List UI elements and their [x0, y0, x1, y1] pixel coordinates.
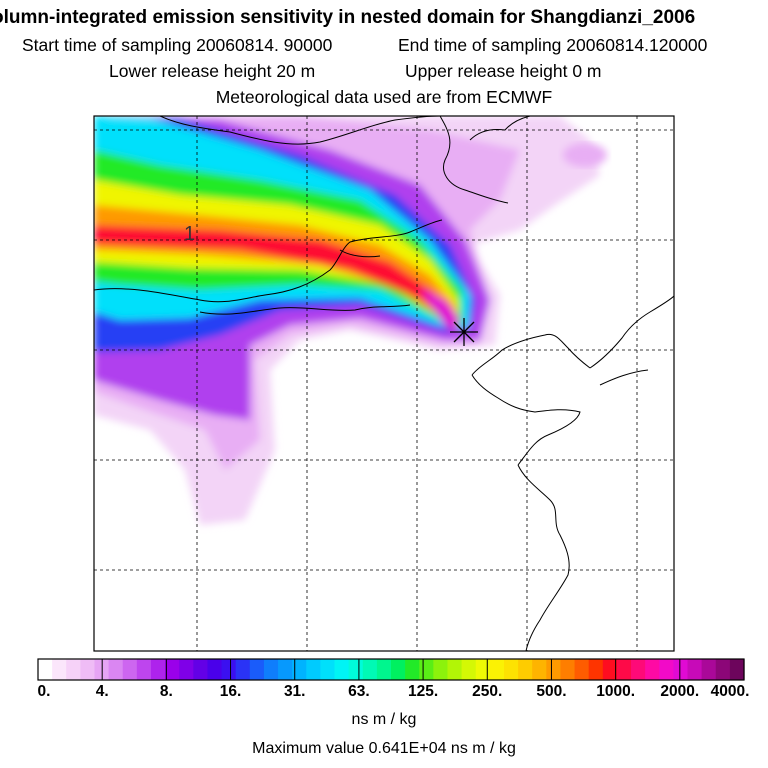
colorbar-segment — [150, 659, 166, 680]
colorbar-major-ticks — [37, 659, 745, 680]
plume-patch — [563, 143, 607, 167]
colorbar-segment — [489, 659, 505, 680]
plume-layer-magenta — [420, 288, 460, 332]
coastlines — [94, 116, 674, 651]
colorbar-segment — [249, 659, 265, 680]
colorbar-segment — [503, 659, 519, 680]
colorbar-segment — [278, 659, 293, 680]
colorbar-segment — [687, 659, 703, 680]
colorbar-segment — [616, 659, 632, 680]
colorbar-segment — [122, 659, 138, 680]
end-time-label: End time of sampling 20060814.120000 — [398, 35, 708, 55]
colorbar-tick-label: 0. — [37, 683, 51, 700]
colorbar-segment — [405, 659, 420, 680]
colorbar-tick-label: 2000. — [660, 683, 700, 700]
colorbar-segment — [546, 659, 562, 680]
colorbar-tick-label: 4000. — [710, 683, 750, 700]
colorbar-tick-label: 4. — [95, 683, 109, 700]
colorbar-segment — [631, 659, 646, 680]
colorbar-segment — [532, 659, 547, 680]
colorbar-segment — [362, 659, 378, 680]
colorbar-tick-label: 31. — [283, 683, 306, 700]
colorbar — [38, 659, 745, 680]
colorbar-tick-label: 125. — [407, 683, 439, 700]
lower-release-label: Lower release height 20 m — [109, 61, 316, 81]
colorbar-segment — [447, 659, 463, 680]
colorbar-segment — [376, 659, 392, 680]
release-site-marker — [450, 318, 478, 346]
colorbar-tick-label: 1000. — [596, 683, 636, 700]
colorbar-segment — [334, 659, 350, 680]
met-data-label: Meteorological data used are from ECMWF — [215, 87, 553, 107]
colorbar-tick-label: 8. — [159, 683, 173, 700]
colorbar-tick-label: 500. — [536, 683, 567, 700]
colorbar-segment — [52, 659, 67, 680]
colorbar-segment — [80, 659, 96, 680]
colorbar-segment — [136, 659, 152, 680]
colorbar-segment — [560, 659, 576, 680]
start-time-label: Start time of sampling 20060814. 90000 — [22, 35, 333, 55]
lat-lon-grid — [94, 116, 674, 651]
colorbar-segment — [475, 659, 491, 680]
colorbar-segment — [179, 659, 194, 680]
colorbar-segment — [419, 659, 434, 680]
colorbar-segment — [518, 659, 533, 680]
colorbar-segment — [66, 659, 81, 680]
colorbar-tick-label: 250. — [472, 683, 503, 700]
colorbar-segment — [221, 659, 237, 680]
colorbar-segment — [673, 659, 689, 680]
colorbar-segment — [715, 659, 731, 680]
colorbar-segment — [659, 659, 674, 680]
colorbar-segment — [588, 659, 604, 680]
colorbar-segment — [433, 659, 449, 680]
colorbar-segment — [602, 659, 618, 680]
colorbar-unit: ns m / kg — [351, 711, 417, 728]
colorbar-segment — [207, 659, 223, 680]
colorbar-segment — [292, 659, 307, 680]
colorbar-segment — [263, 659, 279, 680]
maximum-value-label: Maximum value 0.641E+04 ns m / kg — [252, 740, 516, 757]
colorbar-segment — [108, 659, 124, 680]
contour-label: 1 — [184, 223, 195, 245]
colorbar-segment — [193, 659, 209, 680]
colorbar-segment — [391, 659, 406, 680]
colorbar-segment — [701, 659, 717, 680]
upper-release-label: Upper release height 0 m — [405, 61, 602, 81]
colorbar-tick-label: 63. — [348, 683, 370, 700]
sensitivity-plume — [94, 116, 607, 525]
colorbar-segment — [645, 659, 660, 680]
colorbar-segment — [165, 659, 180, 680]
colorbar-segment — [461, 659, 477, 680]
colorbar-segment — [235, 659, 251, 680]
plume-layer-red — [94, 225, 452, 320]
colorbar-segment — [320, 659, 336, 680]
plot-title: olumn-integrated emission sensitivity in… — [0, 7, 696, 28]
colorbar-tick-label: 16. — [219, 683, 242, 700]
colorbar-segment — [306, 659, 321, 680]
colorbar-segment — [38, 659, 53, 680]
map-frame — [93, 115, 675, 652]
colorbar-segment — [348, 659, 364, 680]
colorbar-segment — [574, 659, 590, 680]
colorbar-segment — [729, 659, 745, 680]
